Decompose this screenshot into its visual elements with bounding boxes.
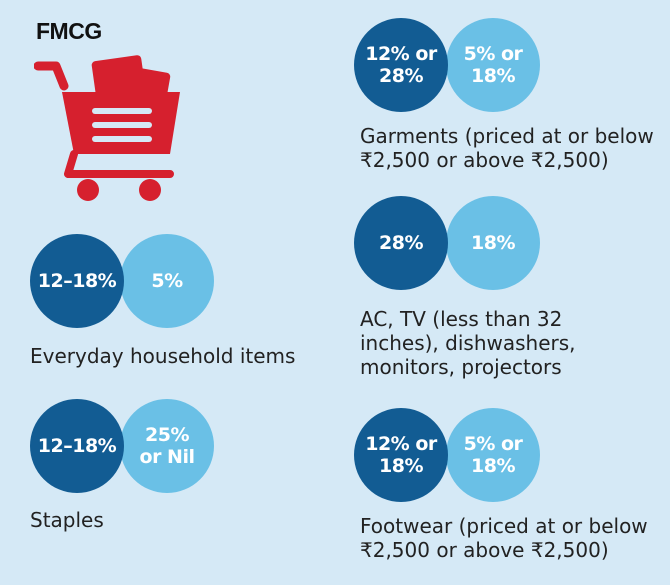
household-label: Everyday household items (30, 344, 296, 368)
footwear-old-rate: 12% or 18% (354, 408, 448, 502)
household-new-rate: 5% (120, 234, 214, 328)
garments-old-rate: 12% or 28% (354, 18, 448, 112)
garments-new-rate: 5% or 18% (446, 18, 540, 112)
electronics-label: AC, TV (less than 32 inches), dishwasher… (360, 307, 576, 379)
footwear-label: Footwear (priced at or below ₹2,500 or a… (360, 514, 648, 562)
staples-label: Staples (30, 508, 104, 532)
page-title: FMCG (36, 18, 102, 44)
footwear-new-rate: 5% or 18% (446, 408, 540, 502)
electronics-new-rate: 18% (446, 196, 540, 290)
staples-old-rate: 12–18% (30, 399, 124, 493)
household-old-rate: 12–18% (30, 234, 124, 328)
staples-new-rate: 25% or Nil (120, 399, 214, 493)
shopping-cart-icon (34, 55, 180, 201)
electronics-old-rate: 28% (354, 196, 448, 290)
garments-label: Garments (priced at or below ₹2,500 or a… (360, 124, 654, 172)
